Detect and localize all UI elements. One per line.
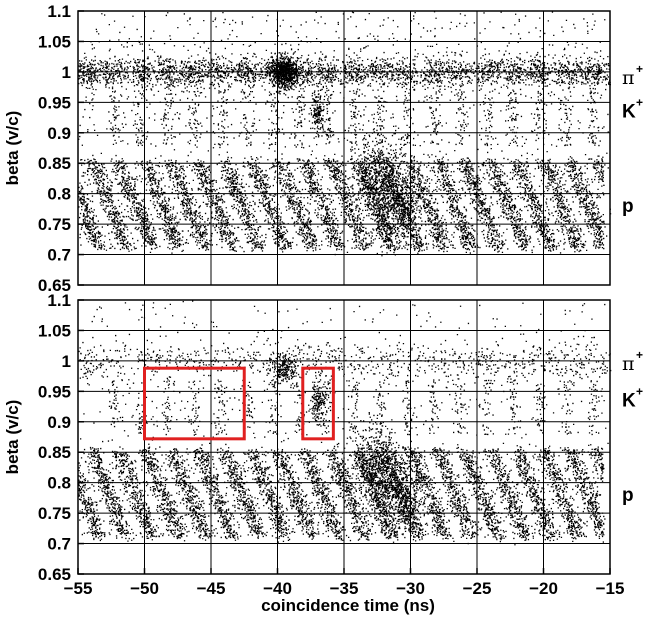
y-tick-label: 1 bbox=[62, 63, 71, 82]
x-tick-label: −35 bbox=[330, 579, 359, 598]
y-tick-label: 1 bbox=[62, 352, 71, 371]
y-tick-label: 0.9 bbox=[47, 124, 71, 143]
y-axis-title: beta (v/c) bbox=[3, 400, 22, 475]
x-tick-label: −45 bbox=[197, 579, 226, 598]
scatter-dots bbox=[78, 11, 612, 257]
particle-label-k-sup: + bbox=[636, 384, 643, 398]
grid bbox=[78, 11, 610, 285]
x-tick-label: −50 bbox=[130, 579, 159, 598]
x-tick-label: −30 bbox=[396, 579, 425, 598]
particle-label-pi: π bbox=[622, 67, 635, 89]
y-tick-label: 1.1 bbox=[47, 2, 71, 21]
y-tick-label: 0.7 bbox=[47, 535, 71, 554]
x-tick-label: −20 bbox=[529, 579, 558, 598]
y-tick-label: 0.9 bbox=[47, 413, 71, 432]
x-tick-label: −55 bbox=[64, 579, 93, 598]
highlight-box bbox=[301, 366, 335, 441]
y-axis-title: beta (v/c) bbox=[3, 111, 22, 186]
y-tick-label: 0.95 bbox=[38, 93, 71, 112]
bottom-panel: 1.1 1.05 1 0.95 0.9 0.85 0.8 0.75 0.7 0.65 beta (v… bbox=[3, 291, 643, 598]
y-tick-label: 0.75 bbox=[38, 215, 71, 234]
particle-label-k: K bbox=[622, 101, 636, 122]
x-tick-label: −15 bbox=[596, 579, 625, 598]
highlight-box bbox=[143, 366, 246, 441]
particle-label-pi-sup: + bbox=[636, 62, 643, 76]
scatter-dots bbox=[78, 300, 612, 546]
y-tick-label: 0.95 bbox=[38, 382, 71, 401]
y-tick-label: 0.85 bbox=[38, 154, 71, 173]
y-tick-label: 1.05 bbox=[38, 321, 71, 340]
y-tick-label: 0.8 bbox=[47, 185, 71, 204]
scatter-points bbox=[78, 300, 612, 546]
y-tick-label: 0.7 bbox=[47, 246, 71, 265]
grid bbox=[78, 300, 610, 574]
particle-label-p: p bbox=[622, 196, 634, 217]
x-tick-label: −25 bbox=[463, 579, 492, 598]
scatter-points bbox=[78, 11, 612, 257]
y-tick-label: 0.65 bbox=[38, 565, 71, 584]
particle-label-pi: π bbox=[622, 353, 635, 375]
y-tick-label: 0.8 bbox=[47, 474, 71, 493]
y-tick-label: 0.65 bbox=[38, 276, 71, 295]
particle-label-k-sup: + bbox=[636, 95, 643, 109]
y-tick-label: 1.05 bbox=[38, 32, 71, 51]
particle-label-p: p bbox=[622, 485, 634, 506]
y-tick-label: 0.75 bbox=[38, 504, 71, 523]
x-axis-title: coincidence time (ns) bbox=[261, 596, 435, 615]
particle-label-k: K bbox=[622, 390, 636, 411]
y-tick-label: 0.85 bbox=[38, 443, 71, 462]
plot-frame bbox=[77, 10, 611, 286]
particle-label-pi-sup: + bbox=[636, 348, 643, 362]
y-tick-label: 1.1 bbox=[47, 291, 71, 310]
x-tick-label: −40 bbox=[263, 579, 292, 598]
top-panel: 1.1 1.05 1 0.95 0.9 0.85 0.8 0.75 0.7 0.65 beta (v… bbox=[3, 2, 643, 295]
